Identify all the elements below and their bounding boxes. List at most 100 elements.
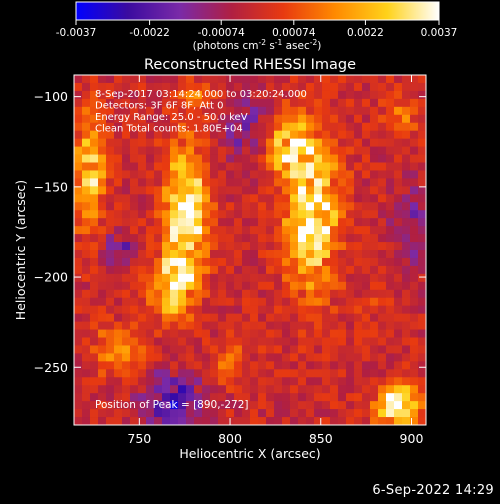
heatmap-cell [394, 265, 403, 275]
heatmap-cell [402, 242, 411, 251]
heatmap-cell [378, 242, 387, 251]
heatmap-cell [402, 265, 411, 275]
heatmap-cell [170, 146, 179, 155]
heatmap-cell [130, 194, 139, 203]
heatmap-cell [354, 353, 363, 362]
heatmap-cell [362, 417, 371, 426]
heatmap-cell [282, 393, 291, 402]
heatmap-cell [306, 234, 315, 243]
heatmap-cell [330, 377, 339, 386]
heatmap-cell [138, 417, 147, 426]
heatmap-cell [162, 409, 171, 418]
heatmap-cell [98, 321, 107, 330]
heatmap-cell [218, 194, 227, 203]
heatmap-cell [322, 202, 331, 211]
heatmap-cell [210, 273, 219, 283]
heatmap-cell [130, 417, 139, 426]
heatmap-cell [290, 385, 299, 394]
heatmap-cell [106, 170, 115, 179]
heatmap-cell [186, 162, 195, 171]
heatmap-cell [146, 353, 155, 362]
annotation-line: Clean Total counts: 1.80E+04 [95, 124, 243, 135]
heatmap-cell [130, 186, 139, 195]
heatmap-cell [90, 265, 99, 275]
heatmap-cell [154, 321, 163, 330]
heatmap-cell [114, 90, 123, 100]
heatmap-cell [274, 122, 283, 132]
heatmap-cell [90, 130, 99, 140]
heatmap-cell [82, 401, 91, 410]
heatmap-cell [298, 186, 307, 195]
heatmap-cell [274, 242, 283, 251]
heatmap-cell [306, 297, 315, 307]
heatmap-cell [418, 393, 427, 402]
heatmap-cell [186, 393, 195, 402]
heatmap-cell [314, 162, 323, 171]
heatmap-cell [338, 202, 347, 211]
heatmap-cell [90, 250, 99, 259]
heatmap-cell [314, 417, 323, 426]
heatmap-cell [250, 281, 259, 291]
heatmap-cell [218, 385, 227, 394]
heatmap-cell [106, 90, 115, 100]
heatmap-cell [138, 401, 147, 410]
heatmap-cell [122, 257, 131, 267]
heatmap-cell [178, 162, 187, 171]
heatmap-cell [346, 321, 355, 330]
heatmap-cell [306, 138, 315, 147]
heatmap-cell [386, 313, 395, 322]
heatmap-cell [250, 377, 259, 386]
heatmap-cell [314, 353, 323, 362]
heatmap-cell [130, 162, 139, 171]
heatmap-cell [114, 393, 123, 402]
heatmap-cell [154, 170, 163, 179]
heatmap-cell [226, 401, 235, 410]
heatmap-cell [346, 337, 355, 346]
heatmap-cell [298, 257, 307, 267]
heatmap-cell [282, 130, 291, 140]
heatmap-cell [234, 305, 243, 315]
heatmap-cell [106, 194, 115, 203]
heatmap-cell [194, 281, 203, 291]
heatmap-cell [178, 321, 187, 330]
heatmap-cell [138, 369, 147, 378]
heatmap-cell [418, 170, 427, 179]
heatmap-cell [410, 289, 419, 299]
heatmap-cell [138, 329, 147, 338]
heatmap-cell [402, 250, 411, 259]
heatmap-cell [146, 250, 155, 259]
heatmap-cell [202, 385, 211, 394]
heatmap-cell [114, 170, 123, 179]
heatmap-cell [378, 305, 387, 315]
heatmap-cell [130, 281, 139, 291]
heatmap-cell [218, 242, 227, 251]
heatmap-cell [90, 305, 99, 315]
heatmap-cell [330, 353, 339, 362]
heatmap-cell [82, 194, 91, 203]
heatmap-cell [234, 281, 243, 291]
heatmap-cell [354, 361, 363, 370]
heatmap-cell [274, 146, 283, 155]
heatmap-cell [90, 242, 99, 251]
heatmap-cell [298, 146, 307, 155]
heatmap-cell [418, 114, 427, 124]
heatmap-cell [402, 202, 411, 211]
heatmap-cell [154, 194, 163, 203]
heatmap-cell [290, 281, 299, 291]
heatmap-cell [258, 297, 267, 307]
heatmap-cell [162, 82, 171, 92]
heatmap-cell [138, 130, 147, 140]
heatmap-cell [402, 305, 411, 315]
heatmap-cell [250, 337, 259, 346]
heatmap-cell [274, 409, 283, 418]
heatmap-cell [258, 353, 267, 362]
heatmap-cell [250, 242, 259, 251]
heatmap-cell [82, 106, 91, 116]
heatmap-cell [170, 194, 179, 203]
heatmap-cell [90, 369, 99, 378]
heatmap-cell [402, 234, 411, 243]
heatmap-cell [170, 281, 179, 291]
heatmap-cell [258, 313, 267, 322]
heatmap-image [74, 75, 427, 426]
heatmap-cell [90, 337, 99, 346]
